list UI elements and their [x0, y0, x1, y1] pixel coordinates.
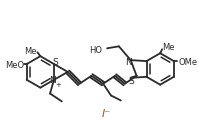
Text: +: +	[55, 82, 61, 88]
Text: N: N	[125, 58, 132, 67]
Text: HO: HO	[89, 46, 102, 55]
Text: Me: Me	[162, 43, 175, 52]
Text: Me: Me	[24, 47, 36, 56]
Text: S: S	[129, 77, 135, 86]
Text: I⁻: I⁻	[102, 109, 111, 119]
Text: S: S	[52, 58, 58, 67]
Text: OMe: OMe	[179, 58, 198, 67]
Text: MeO: MeO	[5, 61, 24, 70]
Text: N: N	[50, 76, 56, 85]
